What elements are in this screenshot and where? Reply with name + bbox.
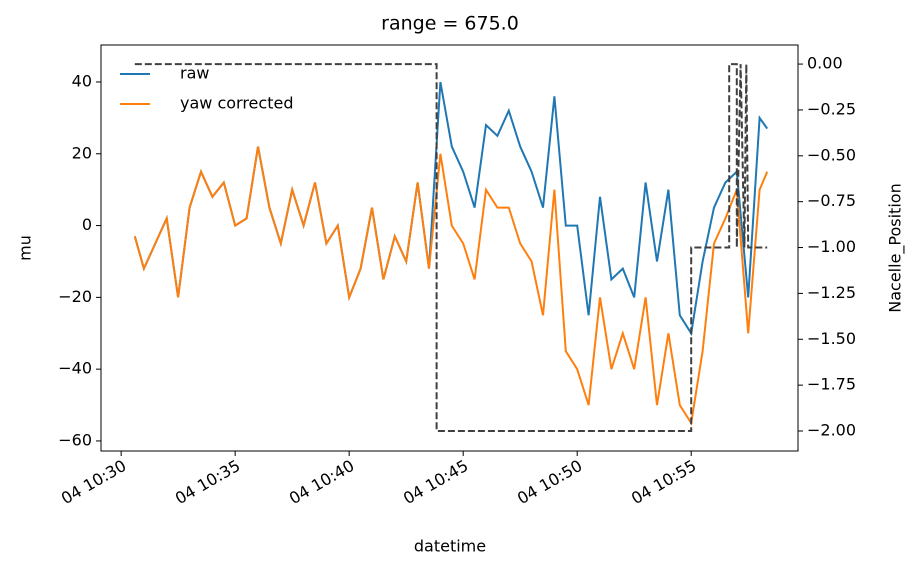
legend-label: yaw corrected [180,94,293,113]
y-tick-label: 20 [72,143,92,162]
line [134,63,768,432]
legend-label: raw [180,64,209,83]
line [133,146,769,426]
x-tick-label: 04 10:50 [514,456,585,508]
y2-tick-label: −1.00 [807,237,856,256]
x-tick-label: 04 10:35 [172,456,243,508]
y2-tick-label: 0.00 [807,54,843,73]
y-axis-label: mu [16,235,35,261]
y2-tick-label: −1.25 [807,283,856,302]
y2-tick-label: −0.25 [807,99,856,118]
x-tick-label: 04 10:30 [58,456,129,508]
y-tick-label: −40 [58,359,92,378]
y2-tick-label: −2.00 [807,421,856,440]
x-tick-label: 04 10:40 [286,456,357,508]
x-tick-label: 04 10:55 [628,456,699,508]
y2-tick-label: −1.50 [807,329,856,348]
chart-title: range = 675.0 [381,13,519,35]
y-tick-label: −20 [58,287,92,306]
x-axis-label: datetime [414,537,486,556]
y2-tick-label: −0.50 [807,145,856,164]
y2-axis-label: Nacelle_Position [886,183,906,312]
y-tick-label: −60 [58,430,92,449]
x-tick-label: 04 10:45 [400,456,471,508]
y-tick-label: 0 [82,215,92,234]
y2-tick-label: −1.75 [807,375,856,394]
y-tick-label: 40 [72,71,92,90]
y2-tick-label: −0.75 [807,191,856,210]
